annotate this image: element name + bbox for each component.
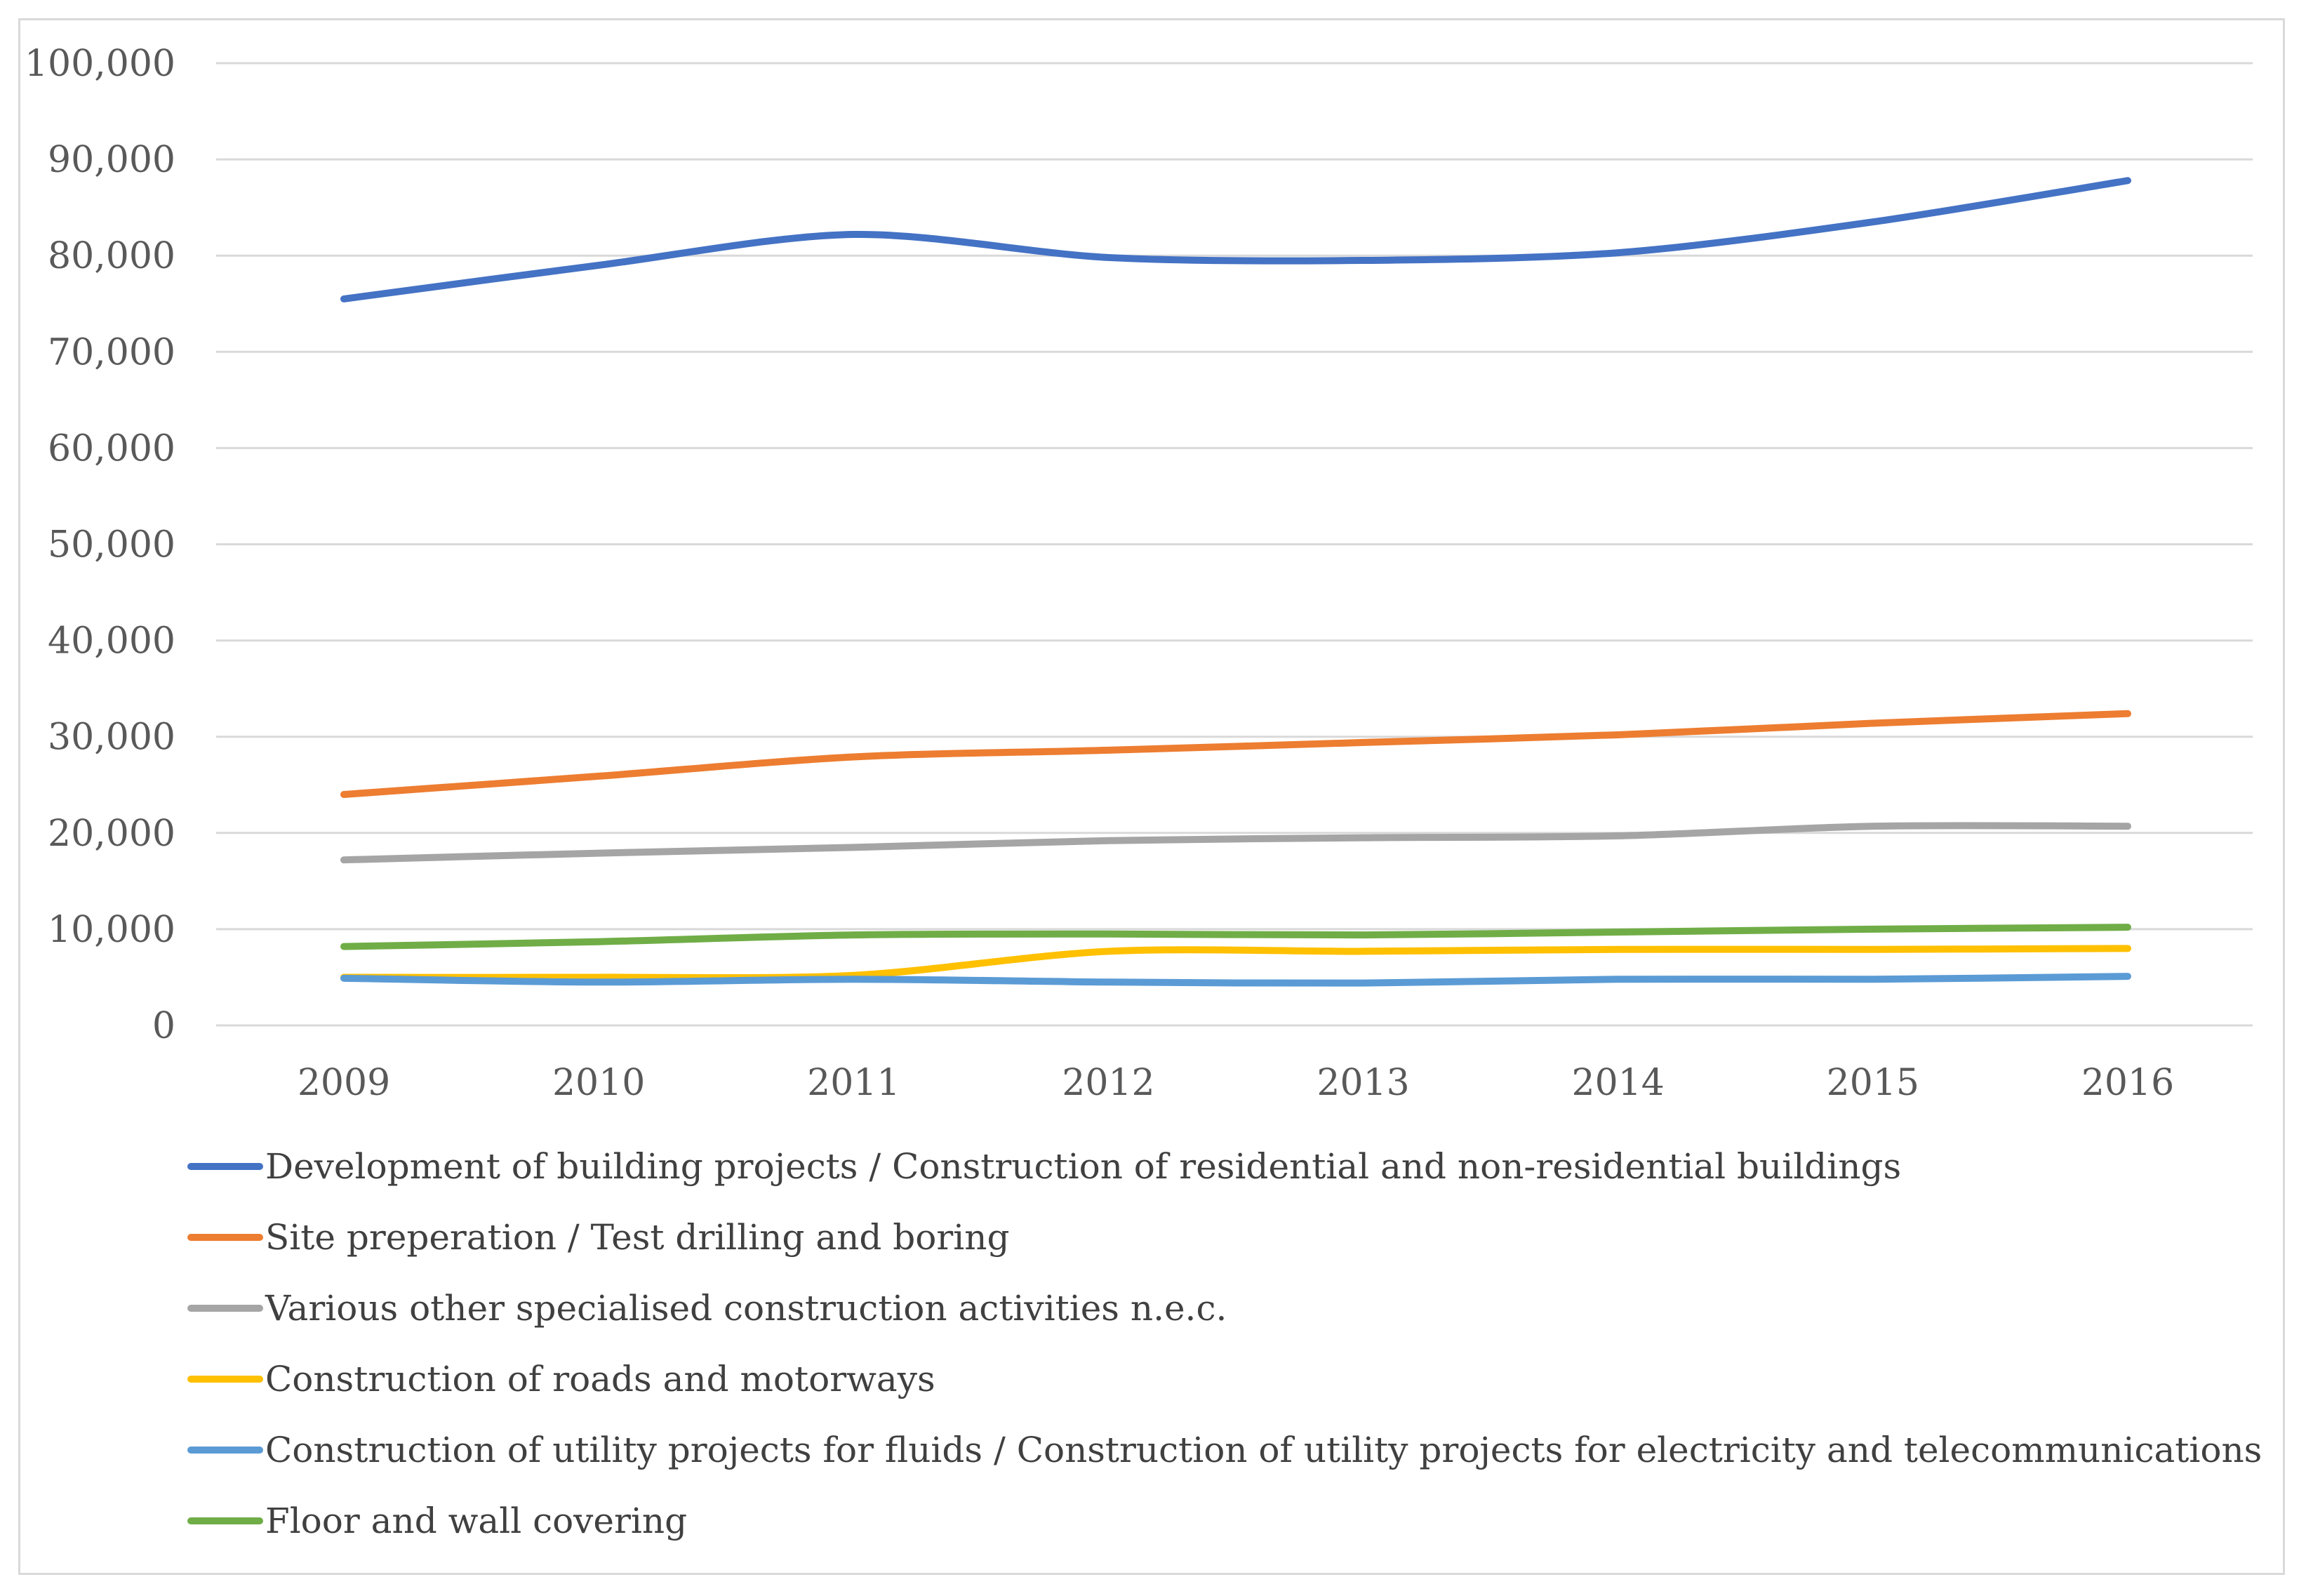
legend-label: Floor and wall covering: [265, 1501, 687, 1541]
y-tick-label: 70,000: [48, 331, 175, 373]
y-tick-label: 60,000: [48, 427, 175, 470]
y-tick-label: 30,000: [48, 717, 175, 759]
y-tick-label: 80,000: [48, 235, 175, 277]
series-lines: [340, 177, 2131, 987]
series-line-3: [340, 945, 2131, 982]
y-tick-label: 20,000: [48, 813, 175, 855]
x-tick-label: 2013: [1317, 1062, 1409, 1104]
legend: Development of building projects / Const…: [187, 1146, 2262, 1541]
legend-label: Construction of roads and motorways: [265, 1359, 935, 1399]
series-line-2: [340, 822, 2131, 864]
y-tick-label: 40,000: [48, 620, 175, 663]
x-tick-label: 2012: [1062, 1062, 1154, 1104]
series-line-0: [340, 177, 2131, 302]
gridlines: [216, 62, 2253, 1027]
y-tick-label: 90,000: [48, 139, 175, 181]
x-tick-label: 2016: [2081, 1062, 2174, 1104]
legend-label: Various other specialised construction a…: [265, 1288, 1227, 1329]
y-tick-label: 0: [152, 1005, 175, 1047]
series-line-1: [340, 710, 2131, 798]
legend-label: Site preperation / Test drilling and bor…: [265, 1217, 1009, 1258]
chart-frame: [18, 18, 2285, 1575]
x-tick-label: 2015: [1827, 1062, 1919, 1104]
legend-label: Construction of utility projects for flu…: [265, 1430, 2262, 1470]
x-tick-label: 2009: [298, 1062, 390, 1104]
y-axis-ticks: 0 10,000 20,000 30,000 40,000 50,000 60,000 70,…: [25, 43, 175, 1047]
y-tick-label: 50,000: [48, 524, 175, 566]
series-line-5: [340, 924, 2131, 950]
x-tick-label: 2014: [1572, 1062, 1665, 1104]
x-tick-label: 2010: [552, 1062, 645, 1104]
x-tick-label: 2011: [807, 1062, 900, 1104]
series-line-4: [340, 973, 2131, 987]
y-tick-label: 10,000: [48, 909, 175, 951]
x-axis-ticks: 2009 2010 2011 2012 2013 2014 2015 2016: [298, 1062, 2174, 1104]
y-tick-label: 100,000: [25, 43, 175, 85]
legend-label: Development of building projects / Const…: [265, 1146, 1901, 1187]
